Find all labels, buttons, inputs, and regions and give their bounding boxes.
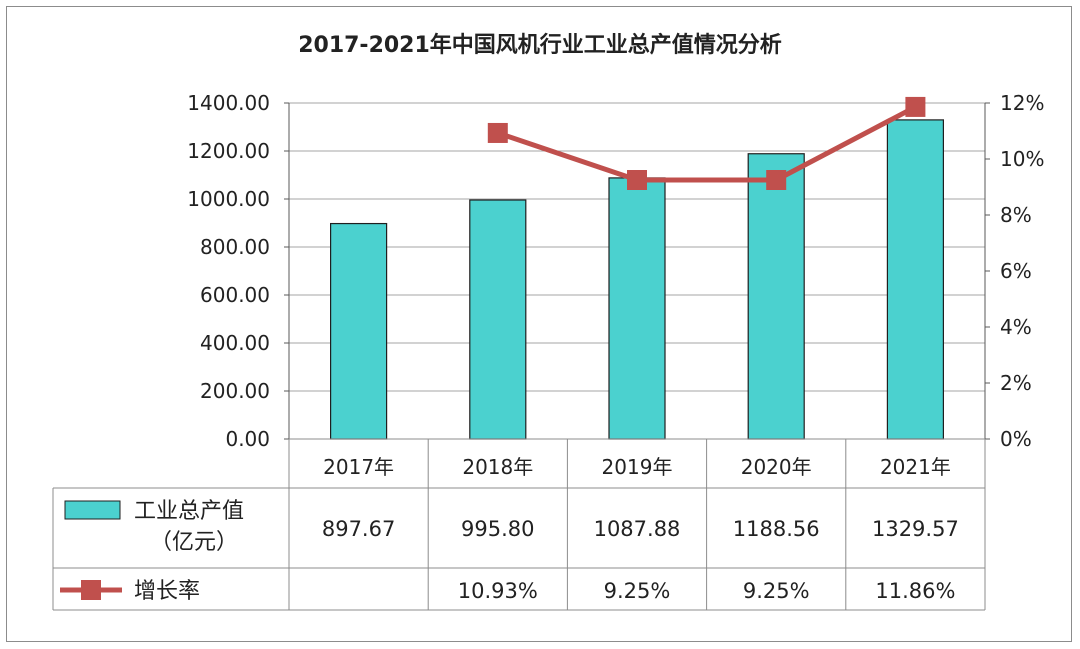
data-value-label: 995.80 <box>461 517 534 541</box>
y-left-tick-label: 1400.00 <box>187 91 270 115</box>
line-marker <box>627 170 647 190</box>
y-right-tick-label: 12% <box>1000 91 1044 115</box>
line-marker <box>487 122 508 143</box>
x-category-label: 2019年 <box>602 455 673 479</box>
bar <box>469 199 527 440</box>
data-value-label: 897.67 <box>322 517 395 541</box>
y-left-tick-label: 0.00 <box>225 427 270 451</box>
legend-swatch-marker <box>81 580 101 600</box>
bar <box>608 177 666 440</box>
growth-rate-label: 11.86% <box>875 579 955 603</box>
y-left-tick-label: 600.00 <box>200 283 270 307</box>
y-right-tick-label: 8% <box>1000 203 1032 227</box>
bar <box>747 153 805 440</box>
y-left-tick-label: 1000.00 <box>187 187 270 211</box>
data-value-label: 1329.57 <box>872 517 959 541</box>
x-category-label: 2020年 <box>741 455 812 479</box>
line-marker <box>905 96 926 117</box>
growth-rate-label: 9.25% <box>743 579 810 603</box>
y-right-tick-label: 6% <box>1000 259 1032 283</box>
growth-rate-label: 10.93% <box>458 579 538 603</box>
y-left-tick-label: 800.00 <box>200 235 270 259</box>
x-category-label: 2017年 <box>323 455 394 479</box>
line-marker <box>766 170 787 190</box>
y-left-tick-label: 1200.00 <box>187 139 270 163</box>
legend-label-bar-series: 工业总产值（亿元） <box>134 499 244 555</box>
x-category-label: 2021年 <box>880 455 951 479</box>
y-right-tick-label: 0% <box>1000 427 1032 451</box>
data-value-label: 1188.56 <box>733 517 820 541</box>
data-value-label: 1087.88 <box>594 517 681 541</box>
growth-rate-line <box>496 104 917 183</box>
legend-swatch-bar <box>64 500 121 520</box>
y-right-tick-label: 4% <box>1000 315 1032 339</box>
x-category-label: 2018年 <box>462 455 533 479</box>
legend-label-line-series: 增长率 <box>134 579 200 604</box>
chart-title: 2017-2021年中国风机行业工业总产值情况分析 <box>298 32 782 58</box>
y-right-tick-label: 10% <box>1000 147 1044 171</box>
bar <box>886 119 945 440</box>
growth-rate-label: 9.25% <box>604 579 671 603</box>
y-right-tick-label: 2% <box>1000 371 1032 395</box>
bar <box>330 222 388 440</box>
y-left-tick-label: 400.00 <box>200 331 270 355</box>
y-left-tick-label: 200.00 <box>200 379 270 403</box>
